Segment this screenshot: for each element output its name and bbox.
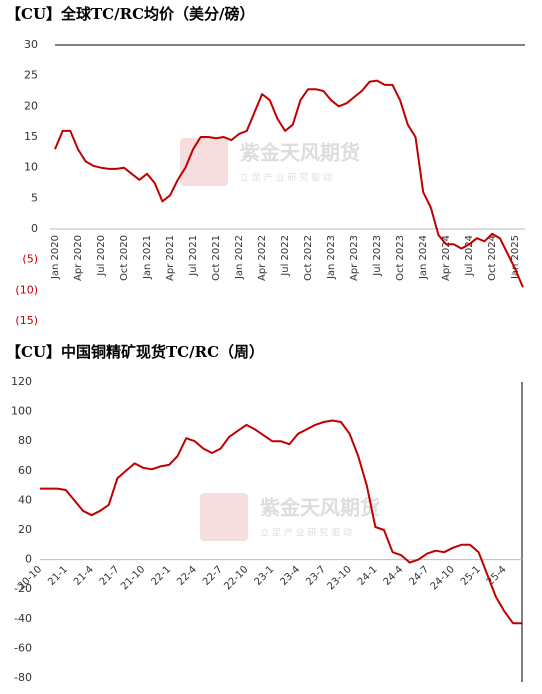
y-tick-label: -20 <box>14 582 32 595</box>
y-tick-label: 40 <box>18 493 32 506</box>
y-tick-label: 5 <box>31 191 38 204</box>
x-tick-label: Jan 2021 <box>142 235 153 280</box>
y-tick-label: 0 <box>31 222 38 235</box>
x-tick-label: Apr 2023 <box>349 235 360 281</box>
x-tick-label: Jul 2022 <box>280 235 291 277</box>
x-tick-label: Jan 2023 <box>326 235 337 280</box>
y-tick-label: 80 <box>18 434 32 447</box>
x-tick-label: Jan 2024 <box>418 235 429 280</box>
x-tick-label: Apr 2021 <box>165 235 176 281</box>
x-tick-label: Jul 2023 <box>372 235 383 277</box>
chart-title: 【CU】全球TC/RC均价（美分/磅） <box>6 5 254 23</box>
y-tick-label: 20 <box>24 99 38 112</box>
y-tick-label: 30 <box>24 38 38 51</box>
y-tick-label: 60 <box>18 464 32 477</box>
y-tick-label: 120 <box>11 375 32 388</box>
x-tick-label: Jul 2020 <box>96 235 107 277</box>
watermark-subtitle: 立 足 产 业 研 究 驱 动 <box>260 527 352 539</box>
x-tick-label: Apr 2024 <box>441 235 452 281</box>
watermark: 紫金天风期货 <box>260 496 380 520</box>
x-tick-label: Oct 2021 <box>211 235 222 281</box>
x-tick-label: Apr 2020 <box>73 235 84 281</box>
x-tick-label: Jan 2020 <box>50 235 61 280</box>
x-tick-label: Apr 2022 <box>257 235 268 281</box>
y-tick-label: 0 <box>25 553 32 566</box>
series-line <box>40 419 522 625</box>
y-tick-label: 100 <box>11 405 32 418</box>
watermark-subtitle: 立 足 产 业 研 究 驱 动 <box>240 172 332 184</box>
y-tick-label: -60 <box>14 641 32 654</box>
series-line <box>54 79 524 288</box>
y-tick-label: -40 <box>14 612 32 625</box>
y-tick-label: 25 <box>24 69 38 82</box>
x-tick-label: Jan 2025 <box>510 235 521 280</box>
y-tick-label: (15) <box>15 314 38 327</box>
y-tick-label: (10) <box>15 283 38 296</box>
x-tick-label: Oct 2020 <box>119 235 130 281</box>
x-tick-label: Jul 2021 <box>188 235 199 277</box>
watermark-logo <box>200 493 248 541</box>
x-tick-label: Oct 2023 <box>395 235 406 281</box>
watermark: 紫金天风期货 <box>240 141 360 165</box>
y-tick-label: 20 <box>18 523 32 536</box>
x-tick-label: Jan 2022 <box>234 235 245 280</box>
y-tick-label: 10 <box>24 161 38 174</box>
x-tick-label: Oct 2024 <box>487 235 498 281</box>
y-tick-label: 15 <box>24 130 38 143</box>
chart-title: 【CU】中国铜精矿现货TC/RC（周） <box>6 343 264 361</box>
x-tick-label: Oct 2022 <box>303 235 314 281</box>
y-tick-label: (5) <box>22 253 38 266</box>
x-tick-label: Jul 2024 <box>464 235 475 277</box>
y-tick-label: -80 <box>14 671 32 684</box>
